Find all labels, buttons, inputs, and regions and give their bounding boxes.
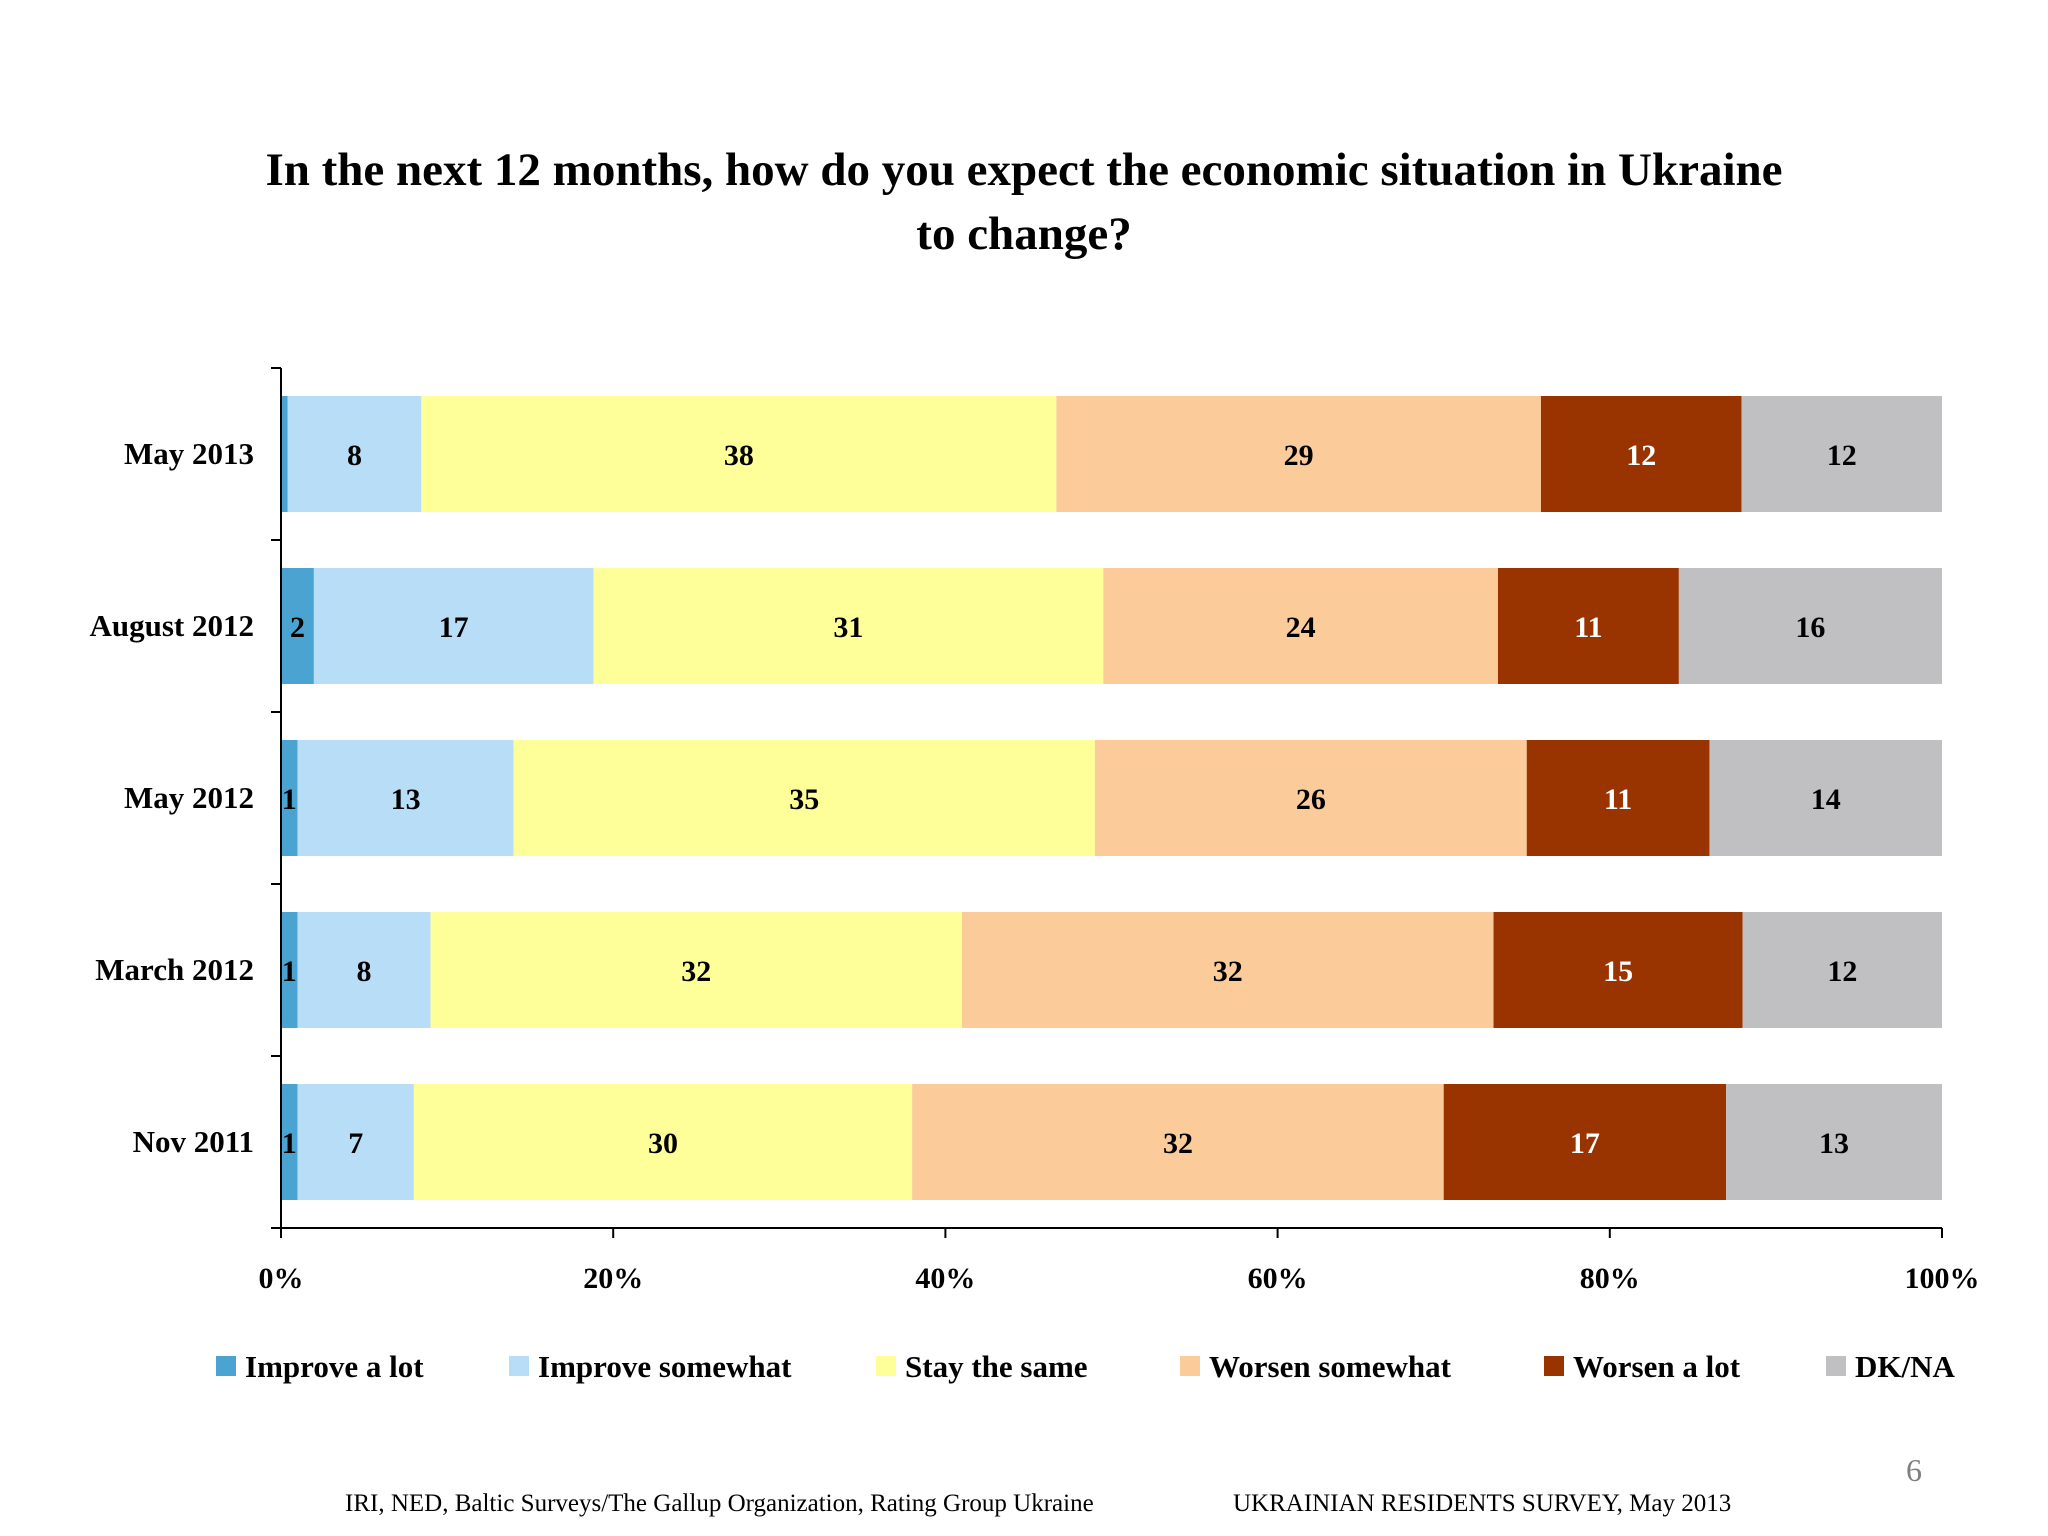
legend-swatch-dk-na [1826, 1356, 1846, 1376]
data-label-improve-a-lot-may-2012: 1 [282, 783, 297, 816]
bar-worsen-somewhat-may-2012 [1094, 740, 1527, 856]
data-label-improve-somewhat-nov-2011: 7 [348, 1127, 363, 1160]
data-label-dk-na-may-2013: 12 [1827, 439, 1857, 472]
chart-title-line-2: to change? [916, 208, 1132, 260]
bar-improve-somewhat-nov-2011 [297, 1084, 414, 1200]
bar-dk-na-march-2012 [1742, 912, 1942, 1028]
data-label-dk-na-march-2012: 12 [1827, 955, 1857, 988]
data-label-improve-somewhat-may-2012: 13 [391, 783, 421, 816]
data-label-dk-na-nov-2011: 13 [1819, 1127, 1849, 1160]
data-label-worsen-a-lot-nov-2011: 17 [1570, 1127, 1600, 1160]
bar-improve-a-lot-may-2012 [281, 740, 298, 856]
legend-label-worsen-a-lot: Worsen a lot [1573, 1349, 1741, 1384]
bar-dk-na-may-2013 [1741, 396, 1942, 512]
bar-improve-somewhat-august-2012 [313, 568, 594, 684]
data-label-worsen-a-lot-march-2012: 15 [1603, 955, 1633, 988]
bar-stay-the-same-nov-2011 [413, 1084, 913, 1200]
bar-dk-na-may-2012 [1709, 740, 1942, 856]
bar-improve-somewhat-may-2013 [287, 396, 422, 512]
data-label-worsen-a-lot-may-2013: 12 [1626, 439, 1656, 472]
data-label-improve-somewhat-may-2013: 8 [347, 439, 362, 472]
bar-worsen-a-lot-august-2012 [1497, 568, 1679, 684]
legend-swatch-worsen-somewhat [1180, 1356, 1200, 1376]
bar-worsen-a-lot-nov-2011 [1443, 1084, 1727, 1200]
x-tick-label-40: 40% [915, 1262, 975, 1295]
bar-improve-somewhat-may-2012 [297, 740, 514, 856]
x-tick-label-0: 0% [259, 1262, 304, 1295]
bar-improve-a-lot-nov-2011 [281, 1084, 298, 1200]
x-tick-label-80: 80% [1580, 1262, 1640, 1295]
bar-worsen-somewhat-march-2012 [962, 912, 1494, 1028]
bar-worsen-somewhat-august-2012 [1103, 568, 1498, 684]
bar-improve-somewhat-march-2012 [297, 912, 431, 1028]
data-label-stay-the-same-may-2012: 35 [789, 783, 819, 816]
bar-improve-a-lot-may-2013 [281, 396, 288, 512]
legend-label-dk-na: DK/NA [1855, 1349, 1956, 1384]
data-label-stay-the-same-august-2012: 31 [833, 611, 863, 644]
bar-worsen-a-lot-march-2012 [1493, 912, 1743, 1028]
x-tick-label-60: 60% [1248, 1262, 1308, 1295]
bar-worsen-a-lot-may-2013 [1540, 396, 1742, 512]
bar-improve-a-lot-august-2012 [281, 568, 314, 684]
legend-swatch-improve-a-lot [216, 1356, 236, 1376]
chart-title-line-1: In the next 12 months, how do you expect… [265, 144, 1783, 196]
x-tick-label-100: 100% [1905, 1262, 1980, 1295]
category-label-august-2012: August 2012 [89, 608, 254, 643]
bar-stay-the-same-august-2012 [593, 568, 1104, 684]
bar-stay-the-same-may-2013 [421, 396, 1057, 512]
legend-label-improve-somewhat: Improve somewhat [538, 1349, 792, 1384]
data-label-worsen-a-lot-may-2012: 11 [1604, 783, 1632, 816]
bar-stay-the-same-march-2012 [430, 912, 963, 1028]
data-label-improve-a-lot-march-2012: 1 [282, 955, 297, 988]
legend-swatch-stay-the-same [876, 1356, 896, 1376]
bar-improve-a-lot-march-2012 [281, 912, 298, 1028]
data-label-worsen-somewhat-march-2012: 32 [1213, 955, 1243, 988]
legend-label-worsen-somewhat: Worsen somewhat [1209, 1349, 1452, 1384]
bar-worsen-somewhat-nov-2011 [912, 1084, 1444, 1200]
data-label-improve-a-lot-august-2012: 2 [290, 611, 305, 644]
category-label-nov-2011: Nov 2011 [133, 1124, 254, 1159]
x-tick-label-20: 20% [583, 1262, 643, 1295]
footer-source: IRI, NED, Baltic Surveys/The Gallup Orga… [345, 1490, 1094, 1517]
footer-survey: UKRAINIAN RESIDENTS SURVEY, May 2013 [1233, 1490, 1732, 1517]
bar-worsen-somewhat-may-2013 [1056, 396, 1541, 512]
legend-label-improve-a-lot: Improve a lot [245, 1349, 424, 1384]
page-number: 6 [1906, 1452, 1922, 1488]
data-label-stay-the-same-march-2012: 32 [681, 955, 711, 988]
legend-swatch-worsen-a-lot [1544, 1356, 1564, 1376]
data-label-worsen-somewhat-nov-2011: 32 [1163, 1127, 1193, 1160]
legend-label-stay-the-same: Stay the same [905, 1349, 1088, 1384]
data-label-dk-na-may-2012: 14 [1811, 783, 1841, 816]
category-label-march-2012: March 2012 [95, 952, 254, 987]
data-label-improve-a-lot-nov-2011: 1 [282, 1127, 297, 1160]
data-label-worsen-somewhat-may-2012: 26 [1296, 783, 1326, 816]
data-label-stay-the-same-nov-2011: 30 [648, 1127, 678, 1160]
data-label-stay-the-same-may-2013: 38 [724, 439, 754, 472]
data-label-worsen-somewhat-august-2012: 24 [1286, 611, 1316, 644]
data-label-dk-na-august-2012: 16 [1795, 611, 1825, 644]
category-label-may-2013: May 2013 [124, 436, 254, 471]
bar-worsen-a-lot-may-2012 [1526, 740, 1710, 856]
data-label-improve-somewhat-march-2012: 8 [357, 955, 372, 988]
category-label-may-2012: May 2012 [124, 780, 254, 815]
legend-swatch-improve-somewhat [509, 1356, 529, 1376]
data-label-worsen-a-lot-august-2012: 11 [1574, 611, 1602, 644]
bar-stay-the-same-may-2012 [513, 740, 1095, 856]
chart-title: In the next 12 months, how do you expect… [124, 138, 1924, 266]
data-label-improve-somewhat-august-2012: 17 [439, 611, 469, 644]
bar-dk-na-august-2012 [1678, 568, 1942, 684]
bar-dk-na-nov-2011 [1726, 1084, 1942, 1200]
data-label-worsen-somewhat-may-2013: 29 [1284, 439, 1314, 472]
